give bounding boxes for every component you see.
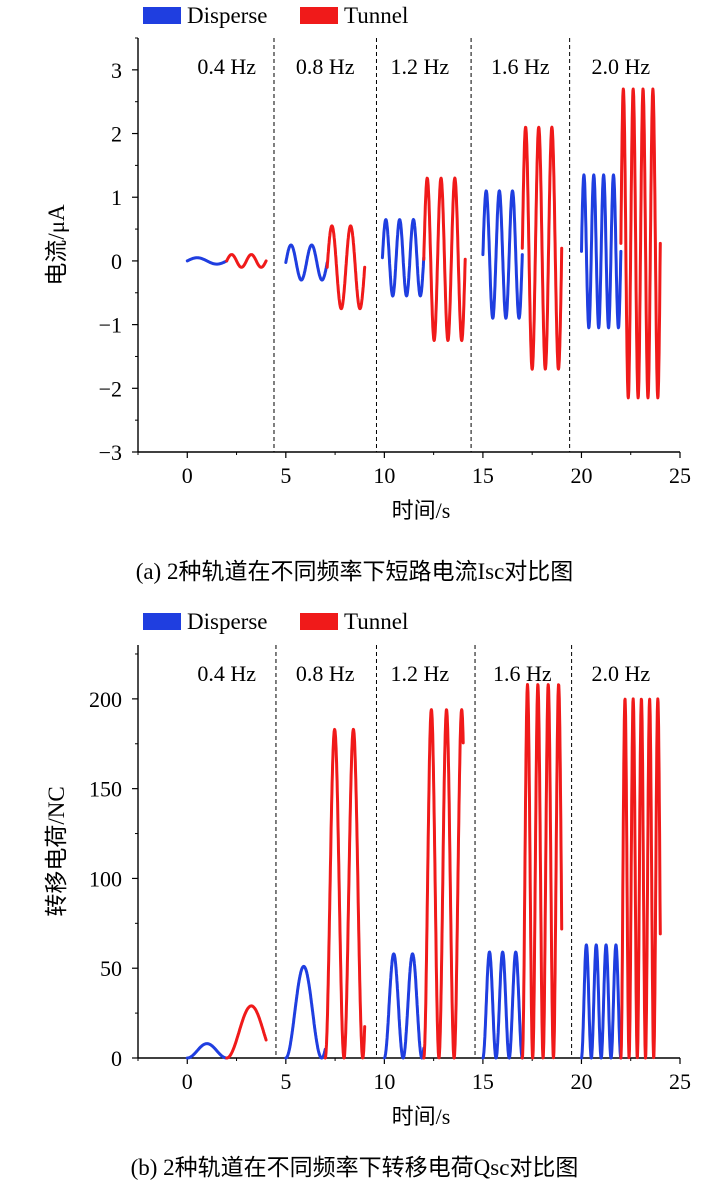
chart-b-legend-swatch-tunnel [300,613,338,630]
chart-a-x-tick-label: 15 [472,463,494,488]
chart-b-series-tunnel-line [619,697,662,1060]
chart-a-y-axis-label: 电流/μA [44,204,69,286]
chart-a-series-disperse-line [185,256,229,266]
chart-a-frequency-label: 2.0 Hz [592,54,651,79]
chart-a-y-tick-label: 1 [111,185,122,210]
chart-b-frequency-label: 1.2 Hz [391,661,450,686]
chart-b-frequency-label: 0.4 Hz [197,661,256,686]
chart-b-x-axis-label: 时间/s [392,1104,451,1129]
chart-b-x-tick-label: 25 [669,1069,691,1094]
chart-a-svg: 0 5 10 15 20 25 −3 −2 −1 0 1 2 3 0.4 Hz 0.8 Hz 1.2 Hz 1.… [44,3,691,523]
chart-a-frequency-label: 0.4 Hz [197,54,256,79]
chart-b-legend-label-disperse: Disperse [187,609,267,634]
chart-a-series-disperse-line [481,189,524,320]
chart-b-x-tick-label: 20 [570,1069,592,1094]
chart-panel-b: 0 5 10 15 20 25 0 50 100 150 200 0.4 Hz 0.8 Hz 1.2 Hz… [0,596,709,1192]
chart-a-series-tunnel-line [225,253,268,269]
chart-b-x-tick-label: 5 [280,1069,291,1094]
chart-b-x-tick-label: 0 [182,1069,193,1094]
chart-a-x-tick-label: 20 [570,463,592,488]
chart-a-frequency-label: 1.6 Hz [491,54,550,79]
chart-a-y-tick-label: 3 [111,58,122,83]
chart-a-x-tick-label: 5 [280,463,291,488]
chart-a-series-tunnel-line [619,87,662,400]
chart-a-series-disperse-line [380,218,426,298]
chart-b-frequency-label: 0.8 Hz [296,661,355,686]
chart-b-series-tunnel-line [323,727,367,1060]
chart-a-caption: (a) 2种轨道在不同频率下短路电流Isc对比图 [135,559,574,584]
chart-a-x-tick-label: 25 [669,463,691,488]
chart-b-y-tick-label: 0 [111,1046,122,1071]
chart-a-series-tunnel-line [520,125,564,371]
chart-a-frequency-label: 1.2 Hz [391,54,450,79]
chart-b-y-tick-label: 100 [89,866,122,891]
chart-b-y-tick-label: 150 [89,777,122,802]
chart-b-y-tick-label: 200 [89,687,122,712]
chart-b-legend-label-tunnel: Tunnel [344,609,408,634]
chart-a-x-tick-label: 0 [182,463,193,488]
chart-a-legend-label-disperse: Disperse [187,3,267,28]
chart-b-y-tick-label: 50 [100,956,122,981]
chart-a-y-tick-label: −2 [99,376,122,401]
chart-b-series-disperse-line [580,943,623,1060]
chart-b-x-tick-label: 15 [472,1069,494,1094]
chart-b-series-tunnel-line [422,708,465,1060]
chart-a-x-tick-label: 10 [373,463,395,488]
chart-b-caption: (b) 2种轨道在不同频率下转移电荷Qsc对比图 [130,1155,579,1180]
chart-b-series-tunnel-line [520,683,564,1060]
chart-a-series-disperse-line [580,173,623,330]
chart-a-y-tick-label: 2 [111,122,122,147]
chart-a-legend-label-tunnel: Tunnel [344,3,408,28]
chart-a-series-tunnel-line [325,224,367,311]
chart-b-series-tunnel-line [225,1004,268,1060]
chart-a-y-tick-label: −1 [99,313,122,338]
chart-a-x-axis-label: 时间/s [392,498,451,523]
chart-a-series-disperse-line [284,243,329,282]
chart-b-svg: 0 5 10 15 20 25 0 50 100 150 200 0.4 Hz 0.8 Hz 1.2 Hz… [44,609,691,1129]
chart-b-legend-swatch-disperse [143,613,181,630]
chart-b-series-disperse-line [382,952,426,1060]
chart-a-legend-swatch-tunnel [300,7,338,24]
chart-a-series-tunnel-line [422,176,467,342]
chart-b-series-disperse-line [481,950,524,1060]
chart-panel-a: 0 5 10 15 20 25 −3 −2 −1 0 1 2 3 0.4 Hz 0.8 Hz 1.2 Hz 1.… [44,3,691,584]
chart-b-frequency-label: 1.6 Hz [493,661,552,686]
chart-a-legend-swatch-disperse [143,7,181,24]
chart-b-y-axis-label: 转移电荷/NC [44,786,69,916]
chart-b-series-disperse-line [185,1042,229,1060]
chart-b-series-disperse-line [284,964,327,1060]
chart-a-y-tick-label: 0 [111,249,122,274]
chart-a-frequency-label: 0.8 Hz [296,54,355,79]
chart-b-frequency-label: 2.0 Hz [592,661,651,686]
chart-b-x-tick-label: 10 [373,1069,395,1094]
chart-a-y-tick-label: −3 [99,440,122,465]
